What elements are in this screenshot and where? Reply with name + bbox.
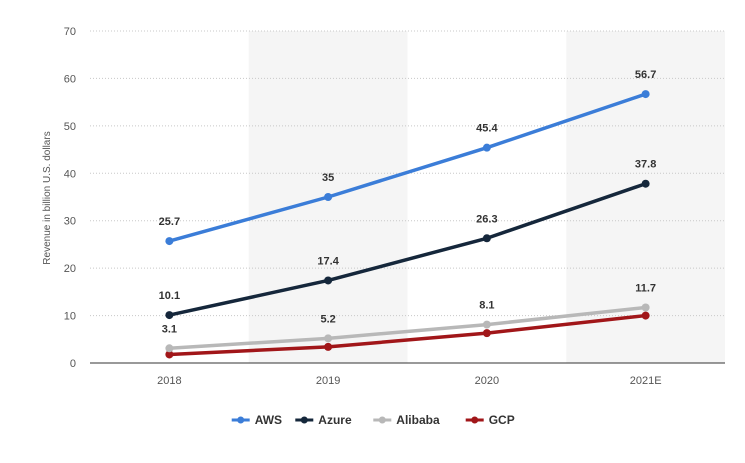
gridlines xyxy=(90,30,725,317)
legend-marker xyxy=(378,416,386,424)
data-point-gcp[interactable] xyxy=(324,342,333,351)
x-tick-label: 2019 xyxy=(316,375,340,387)
y-tick-label: 0 xyxy=(70,358,76,370)
y-tick-label: 70 xyxy=(64,26,76,38)
x-tick-label: 2021E xyxy=(630,375,662,387)
data-point-gcp[interactable] xyxy=(482,329,491,338)
data-point-azure[interactable] xyxy=(165,311,174,320)
legend-item-alibaba[interactable]: Alibaba xyxy=(373,413,440,427)
x-axis: 2018 2019 2020 2021E xyxy=(90,362,725,387)
data-labels: 25.7 35 45.4 56.7 10.1 17.4 26.3 37.8 3.1 5.2 8.1 1… xyxy=(159,69,657,335)
legend-item-aws[interactable]: AWS xyxy=(231,413,282,427)
data-point-azure[interactable] xyxy=(482,234,491,243)
data-label-alibaba: 5.2 xyxy=(320,313,335,325)
legend-item-azure[interactable]: Azure xyxy=(295,413,352,427)
data-point-azure[interactable] xyxy=(641,179,650,188)
data-label-alibaba: 8.1 xyxy=(479,300,494,312)
y-tick-label: 50 xyxy=(64,121,76,133)
series-lines xyxy=(165,90,650,359)
y-tick-label: 10 xyxy=(64,311,76,323)
series-line-aws xyxy=(167,92,648,243)
series-line-gcp xyxy=(167,313,648,357)
alternating-bands xyxy=(248,31,725,363)
data-label-azure: 17.4 xyxy=(317,255,339,267)
series-line-azure xyxy=(167,181,648,317)
data-label-azure: 37.8 xyxy=(635,159,656,171)
x-tick-label: 2020 xyxy=(475,375,499,387)
y-axis-label: Revenue in billion U.S. dollars xyxy=(42,131,53,264)
data-label-aws: 56.7 xyxy=(635,69,656,81)
data-label-azure: 10.1 xyxy=(159,290,180,302)
legend-marker xyxy=(300,416,308,424)
data-label-alibaba: 11.7 xyxy=(635,283,656,295)
data-point-alibaba[interactable] xyxy=(482,320,491,329)
legend-label: Azure xyxy=(318,413,352,427)
data-label-aws: 35 xyxy=(322,172,334,184)
legend-label: AWS xyxy=(255,413,282,427)
data-point-alibaba[interactable] xyxy=(324,334,333,343)
x-tick-label: 2018 xyxy=(157,375,181,387)
legend-label: Alibaba xyxy=(396,413,440,427)
data-point-gcp[interactable] xyxy=(165,350,174,359)
data-label-aws: 45.4 xyxy=(476,123,498,135)
legend-label: GCP xyxy=(489,413,515,427)
y-axis: Revenue in billion U.S. dollars 0 10 20 30 4… xyxy=(42,26,76,370)
data-label-alibaba: 3.1 xyxy=(162,323,177,335)
data-point-azure[interactable] xyxy=(324,276,333,285)
legend-marker xyxy=(471,416,479,424)
data-point-gcp[interactable] xyxy=(641,311,650,320)
data-point-alibaba[interactable] xyxy=(165,344,174,353)
data-label-aws: 25.7 xyxy=(159,216,180,228)
y-tick-label: 30 xyxy=(64,216,76,228)
data-label-azure: 26.3 xyxy=(476,213,497,225)
legend-marker xyxy=(237,416,245,424)
y-tick-label: 60 xyxy=(64,73,76,85)
y-tick-label: 20 xyxy=(64,263,76,275)
data-point-aws[interactable] xyxy=(324,193,333,201)
legend: AWS Azure Alibaba GCP xyxy=(231,413,515,427)
data-point-aws[interactable] xyxy=(482,143,491,152)
data-point-aws[interactable] xyxy=(641,90,650,99)
data-point-alibaba[interactable] xyxy=(641,303,650,312)
data-point-aws[interactable] xyxy=(165,237,174,246)
series-line-alibaba xyxy=(167,305,648,351)
legend-item-gcp[interactable]: GCP xyxy=(465,413,515,427)
y-tick-label: 40 xyxy=(64,168,76,180)
